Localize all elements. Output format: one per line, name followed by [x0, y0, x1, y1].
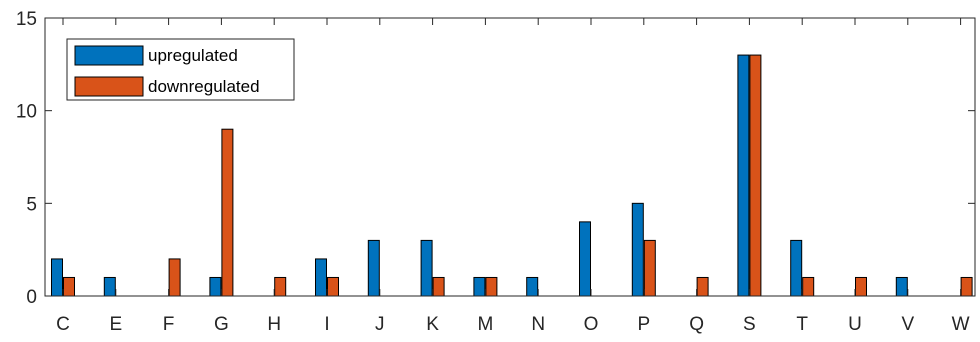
bar-upregulated-V [895, 276, 908, 297]
y-tick-label: 5 [26, 194, 37, 215]
bar-upregulated-T [790, 239, 803, 297]
y-tick-label: 15 [16, 9, 37, 30]
bar-upregulated-E [103, 276, 116, 297]
x-tick-label: J [375, 314, 385, 335]
ticks-layer: C E F G H I J K M N O P Q S T U V W 0 5 10 15 [16, 9, 975, 335]
legend-label-downregulated: downregulated [148, 77, 260, 96]
bar-downregulated-Q [696, 276, 709, 297]
x-tick-label: E [109, 314, 122, 335]
legend: upregulated downregulated [66, 38, 295, 101]
x-tick-label: U [848, 314, 862, 335]
bar-downregulated-K [432, 276, 445, 297]
bar-downregulated-M [485, 276, 498, 297]
bar-upregulated-O [579, 221, 591, 297]
x-tick-label: Q [689, 314, 704, 335]
bar-upregulated-C [51, 258, 63, 297]
bar-downregulated-H [274, 276, 287, 297]
bar-downregulated-P [643, 239, 656, 297]
bar-upregulated-I [315, 258, 327, 297]
x-tick-label: H [267, 314, 281, 335]
bar-downregulated-T [802, 276, 815, 297]
x-tick-label: S [743, 314, 756, 335]
x-tick-label: K [426, 314, 439, 335]
x-tick-label: P [637, 314, 650, 335]
bar-downregulated-U [855, 276, 867, 297]
bar-upregulated-J [367, 239, 380, 297]
bar-upregulated-P [631, 202, 644, 297]
legend-swatch-downregulated [74, 76, 144, 97]
x-tick-label: M [477, 314, 493, 335]
x-tick-label: G [214, 314, 229, 335]
y-tick-label: 10 [16, 102, 37, 123]
bars-layer [51, 54, 973, 297]
legend-label-upregulated: upregulated [148, 46, 238, 65]
bar-downregulated-F [168, 258, 181, 297]
x-tick-label: T [796, 314, 808, 335]
bar-downregulated-I [327, 276, 339, 297]
bar-downregulated-C [63, 276, 75, 297]
x-tick-label: I [324, 314, 329, 335]
bar-downregulated-S [749, 54, 762, 297]
bar-upregulated-M [473, 276, 486, 297]
x-tick-label: O [584, 314, 599, 335]
bar-upregulated-K [420, 239, 433, 297]
bar-upregulated-G [209, 276, 222, 297]
x-tick-label: C [56, 314, 70, 335]
bar-downregulated-G [221, 128, 234, 297]
x-tick-label: W [952, 314, 970, 335]
y-tick-label: 0 [26, 287, 37, 308]
legend-swatch-upregulated [74, 45, 144, 66]
x-tick-label: V [901, 314, 914, 335]
bar-downregulated-W [960, 276, 973, 297]
bar-upregulated-N [526, 276, 539, 297]
axes-box [44, 17, 976, 297]
bar-upregulated-S [737, 54, 750, 297]
x-tick-label: N [531, 314, 545, 335]
x-tick-label: F [163, 314, 175, 335]
